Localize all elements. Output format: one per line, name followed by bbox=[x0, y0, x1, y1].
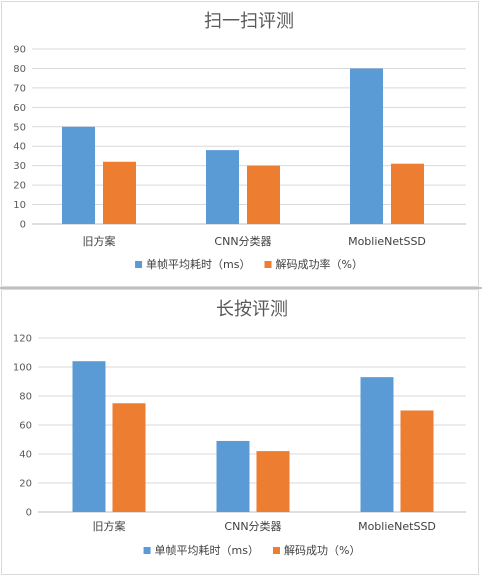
bar-success-2 bbox=[391, 163, 424, 224]
legend-label-0: 单帧平均耗时（ms） bbox=[146, 257, 250, 271]
y-tick-label: 120 bbox=[13, 334, 32, 345]
chart-panel-scan: 扫一扫评测 0 10 20 30 40 50 60 70 80 90 旧方案 CNN分类器 MoblieN… bbox=[1, 1, 479, 287]
y-tick-label: 100 bbox=[13, 363, 32, 374]
x-category-label: CNN分类器 bbox=[214, 234, 271, 248]
y-tick-label: 20 bbox=[13, 181, 26, 192]
legend-label-1: 解码成功率（%） bbox=[276, 257, 363, 271]
panel-separator bbox=[0, 287, 482, 289]
y-tick-label: 10 bbox=[13, 200, 26, 211]
y-tick-label: 0 bbox=[20, 220, 26, 231]
legend-label-1: 解码成功（%） bbox=[284, 543, 360, 557]
bar-time-2 bbox=[350, 68, 383, 224]
legend-swatch-0 bbox=[135, 261, 143, 268]
chart-panel-longpress: 长按评测 0 20 40 60 80 100 120 旧方案 CNN分类器 MoblieNetSSD… bbox=[1, 289, 479, 575]
x-category-label: CNN分类器 bbox=[224, 519, 281, 533]
x-category-label: MoblieNetSSD bbox=[358, 520, 436, 533]
chart-scan-eval: 扫一扫评测 0 10 20 30 40 50 60 70 80 90 旧方案 CNN分类器 MoblieN… bbox=[13, 11, 466, 271]
y-tick-label: 80 bbox=[19, 392, 32, 403]
y-tick-label: 40 bbox=[13, 142, 26, 153]
y-tick-label: 70 bbox=[13, 83, 26, 94]
x-category-label: MoblieNetSSD bbox=[348, 235, 426, 248]
y-tick-label: 20 bbox=[19, 479, 32, 490]
bar-success-0 bbox=[112, 403, 146, 512]
chart-title: 扫一扫评测 bbox=[204, 11, 294, 32]
y-tick-label: 60 bbox=[19, 421, 32, 432]
legend-label-0: 单帧平均耗时（ms） bbox=[155, 543, 259, 557]
bar-time-0 bbox=[72, 361, 106, 512]
legend: 单帧平均耗时（ms） 解码成功（%） bbox=[143, 543, 360, 557]
x-category-label: 旧方案 bbox=[93, 519, 126, 533]
legend-swatch-1 bbox=[273, 547, 280, 554]
legend-swatch-0 bbox=[143, 547, 151, 554]
y-tick-label: 60 bbox=[13, 103, 26, 114]
y-tick-label: 90 bbox=[13, 45, 26, 56]
bar-success-1 bbox=[256, 451, 290, 512]
y-tick-label: 30 bbox=[13, 161, 26, 172]
y-tick-label: 0 bbox=[26, 508, 32, 519]
legend: 单帧平均耗时（ms） 解码成功率（%） bbox=[135, 257, 363, 271]
bar-time-1 bbox=[216, 440, 250, 512]
bar-time-2 bbox=[360, 377, 394, 512]
chart-longpress-eval: 长按评测 0 20 40 60 80 100 120 旧方案 CNN分类器 MoblieNetSSD… bbox=[13, 299, 466, 557]
x-category-label: 旧方案 bbox=[83, 234, 116, 248]
bar-success-0 bbox=[103, 161, 136, 224]
bar-success-1 bbox=[247, 165, 280, 224]
bar-time-1 bbox=[206, 150, 239, 224]
bar-time-0 bbox=[62, 126, 95, 224]
legend-swatch-1 bbox=[264, 261, 272, 268]
chart-title: 长按评测 bbox=[216, 299, 288, 320]
y-tick-label: 50 bbox=[13, 122, 26, 133]
bar-success-2 bbox=[400, 410, 434, 512]
y-tick-label: 40 bbox=[19, 450, 32, 461]
y-tick-label: 80 bbox=[13, 64, 26, 75]
